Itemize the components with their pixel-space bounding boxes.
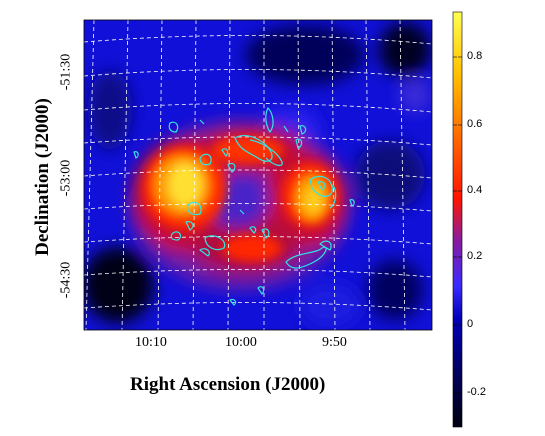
map-frame xyxy=(83,19,433,331)
coordinate-grid xyxy=(84,20,432,330)
colorbar-tick-label: 0 xyxy=(467,318,474,330)
colorbar-tick-label: 0.8 xyxy=(467,50,483,62)
radio-contours xyxy=(133,106,355,306)
y-axis-title: Declination (J2000) xyxy=(32,98,53,256)
intensity-map xyxy=(84,20,432,330)
colorbar-tick-label: 0.4 xyxy=(467,184,483,196)
colorbar-tick-label: 0.2 xyxy=(467,250,483,262)
colorbar-ticks xyxy=(453,56,462,394)
x-tick-label: 9:50 xyxy=(322,335,347,350)
colorbar xyxy=(452,11,463,428)
x-axis-title: Right Ascension (J2000) xyxy=(130,374,326,395)
x-tick-label: 10:00 xyxy=(225,335,257,350)
colorbar-tick-label: 0.6 xyxy=(467,118,483,130)
y-tick-label: -53:00 xyxy=(58,159,74,197)
x-tick-label: 10:10 xyxy=(135,335,167,350)
y-tick-label: -54:30 xyxy=(58,261,74,299)
colorbar-tick-label: -0.2 xyxy=(467,386,486,398)
y-tick-label: -51:30 xyxy=(58,53,74,91)
